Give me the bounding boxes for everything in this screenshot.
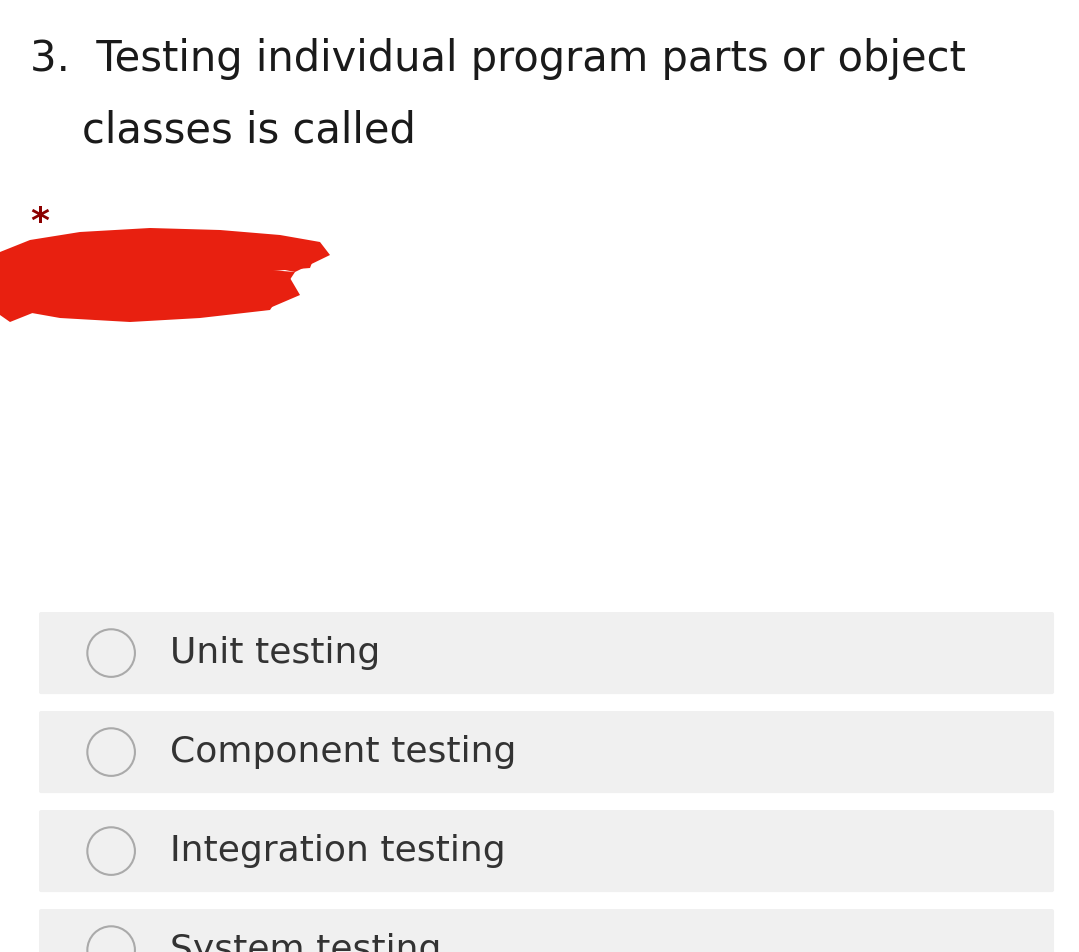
- FancyBboxPatch shape: [39, 612, 1054, 694]
- Polygon shape: [0, 265, 295, 322]
- Text: Integration testing: Integration testing: [170, 834, 506, 868]
- Polygon shape: [210, 278, 300, 312]
- Polygon shape: [260, 242, 330, 272]
- Text: *: *: [30, 205, 49, 239]
- FancyBboxPatch shape: [39, 909, 1054, 952]
- Circle shape: [87, 629, 135, 677]
- Polygon shape: [0, 228, 320, 278]
- FancyBboxPatch shape: [39, 711, 1054, 793]
- Text: System testing: System testing: [170, 933, 442, 952]
- Text: classes is called: classes is called: [82, 109, 415, 151]
- Text: Component testing: Component testing: [170, 735, 517, 769]
- FancyBboxPatch shape: [39, 810, 1054, 892]
- Polygon shape: [0, 245, 50, 322]
- Circle shape: [87, 926, 135, 952]
- Circle shape: [87, 728, 135, 776]
- Circle shape: [87, 827, 135, 875]
- Text: 3.  Testing individual program parts or object: 3. Testing individual program parts or o…: [30, 38, 966, 80]
- Text: Unit testing: Unit testing: [170, 636, 381, 670]
